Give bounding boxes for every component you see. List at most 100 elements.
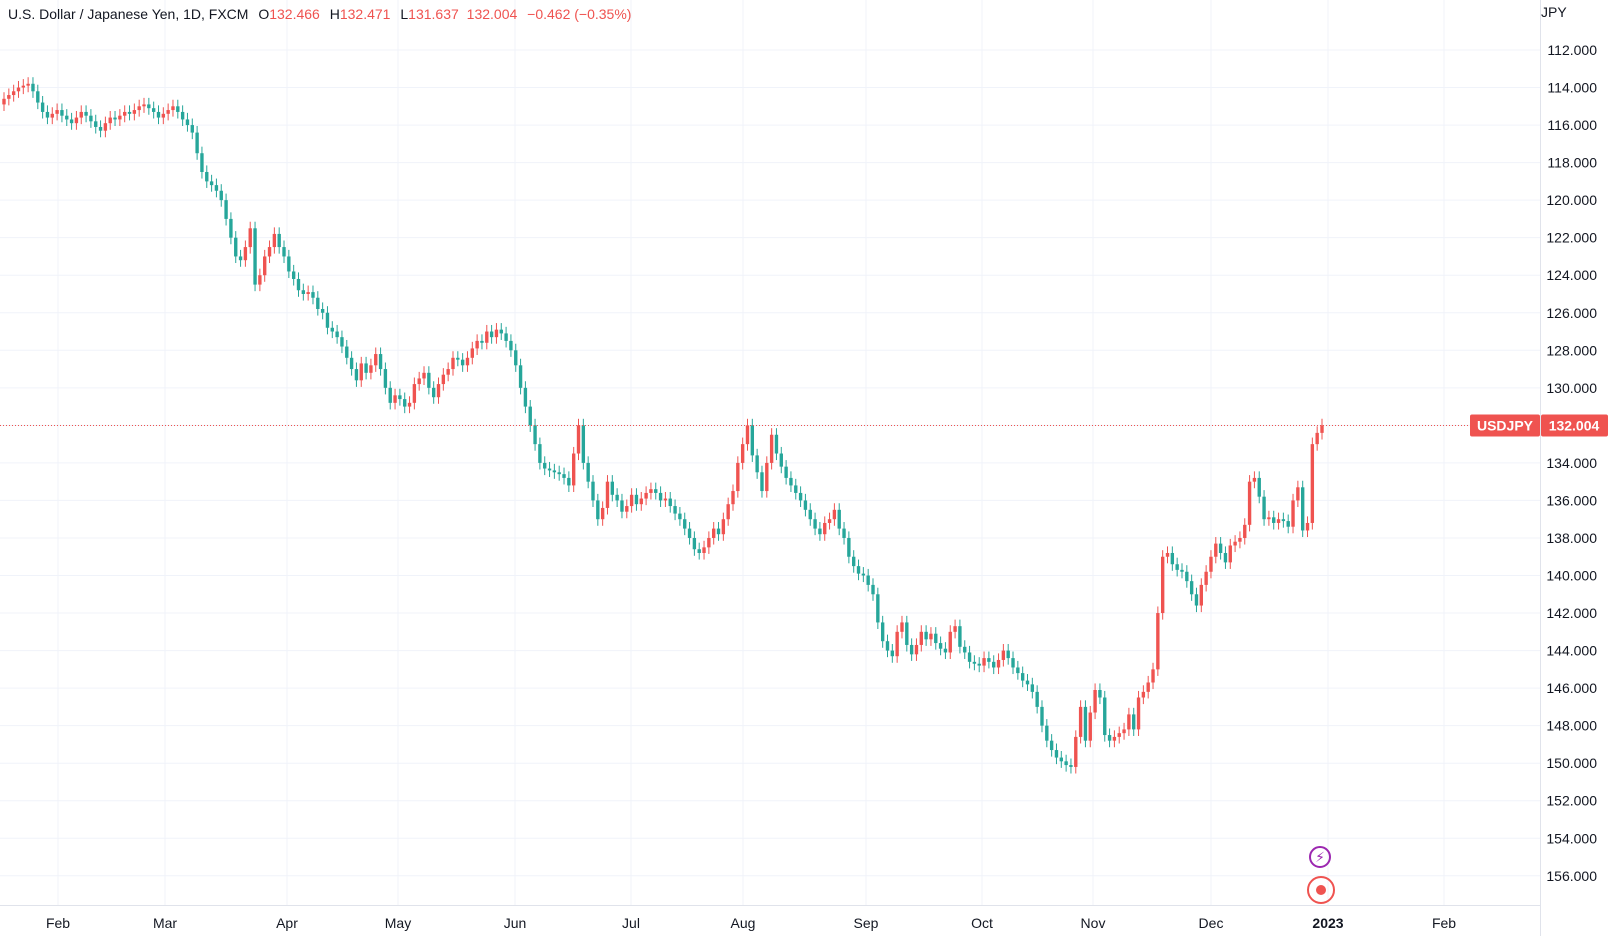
candle-body	[243, 247, 248, 261]
candle	[914, 638, 919, 661]
x-tick-label: Feb	[1432, 915, 1456, 931]
candle-body	[460, 359, 465, 366]
candle-body	[1054, 750, 1059, 758]
candle	[1107, 728, 1112, 748]
candle-body	[475, 340, 479, 349]
candle	[354, 362, 359, 387]
candle-body	[224, 200, 228, 219]
candle	[7, 88, 11, 106]
candle	[514, 343, 518, 372]
candle	[229, 212, 233, 245]
candle	[856, 559, 861, 581]
candle-body	[654, 489, 658, 493]
candle	[571, 446, 576, 492]
candle-body	[287, 256, 291, 272]
candle	[668, 491, 672, 513]
candle-body	[856, 566, 861, 574]
x-tick-label: Aug	[731, 915, 756, 931]
candle	[745, 418, 750, 451]
candle-body	[1098, 689, 1102, 698]
y-tick-label: 142.000	[1546, 605, 1597, 621]
candle-body	[1238, 537, 1242, 542]
candle-body	[504, 333, 508, 341]
candle	[65, 109, 69, 127]
candle-body	[156, 111, 161, 118]
candle-body	[1165, 552, 1170, 557]
candle-body	[1006, 650, 1010, 659]
candle-body	[1141, 691, 1146, 698]
candle	[282, 240, 286, 264]
candle	[798, 486, 803, 508]
candle-body	[716, 528, 721, 535]
candle-body	[103, 123, 108, 131]
legend-low: 131.637	[408, 6, 459, 22]
candle-body	[1310, 444, 1315, 523]
candle-body	[1262, 496, 1266, 520]
candle	[89, 109, 93, 128]
price-tag[interactable]: USDJPY 132.004	[1470, 414, 1608, 437]
candle	[50, 107, 54, 125]
candle	[1165, 546, 1170, 564]
candle	[996, 653, 1001, 675]
candle-body	[282, 247, 286, 257]
candle	[547, 461, 552, 477]
candle-body	[229, 218, 233, 238]
candle-body	[712, 528, 716, 538]
candle-body	[205, 171, 209, 182]
candle-body	[890, 650, 895, 657]
candle-body	[234, 237, 238, 257]
candle	[446, 362, 450, 382]
candle-body	[1049, 740, 1054, 751]
candle	[335, 324, 339, 344]
candle-body	[972, 661, 977, 664]
candle	[456, 351, 460, 367]
candle	[412, 377, 417, 410]
x-axis[interactable]: Feb Mar Apr May Jun Jul Aug Sep Oct Nov Dec 2023 Feb	[46, 915, 1456, 931]
candle	[1001, 644, 1006, 667]
y-tick-label: 120.000	[1546, 192, 1597, 208]
candle	[118, 109, 122, 127]
candle	[1276, 512, 1281, 530]
candle-body	[1175, 564, 1179, 570]
candle	[1098, 683, 1102, 705]
candle	[1300, 480, 1305, 538]
candle	[209, 174, 214, 192]
candle	[1185, 565, 1189, 588]
candle	[1045, 719, 1049, 748]
candle	[576, 418, 581, 461]
candle	[765, 456, 769, 498]
candle-body	[65, 115, 69, 120]
candle-body	[1180, 569, 1184, 572]
candle	[1088, 705, 1092, 748]
candle	[147, 97, 151, 115]
candle	[403, 392, 407, 414]
candle	[615, 488, 619, 508]
candle	[1151, 662, 1155, 690]
candle	[1074, 730, 1078, 774]
y-tick-label: 138.000	[1546, 530, 1597, 546]
candle-body	[562, 474, 566, 478]
candle-body	[325, 312, 330, 328]
candle-body	[151, 108, 156, 112]
candle	[1025, 674, 1030, 691]
candle-body	[1218, 543, 1223, 553]
record-icon[interactable]	[1307, 876, 1335, 904]
candle-body	[1170, 552, 1175, 565]
candle	[1223, 546, 1228, 569]
candle-body	[943, 648, 948, 653]
candle-body	[571, 453, 576, 486]
lightning-icon[interactable]: ⚡	[1309, 846, 1331, 868]
legend-open-label: O	[258, 6, 270, 22]
candle	[533, 418, 537, 451]
candle-body	[60, 110, 64, 116]
candle-body	[316, 297, 320, 310]
candle-body	[871, 584, 875, 595]
candle	[1170, 546, 1175, 571]
candle	[958, 619, 962, 654]
candle	[1146, 675, 1150, 699]
candle	[784, 460, 788, 485]
y-axis[interactable]: JPY 112.000 114.000 116.000 118.000 120.000 12…	[1541, 4, 1597, 884]
candle	[1040, 700, 1044, 733]
